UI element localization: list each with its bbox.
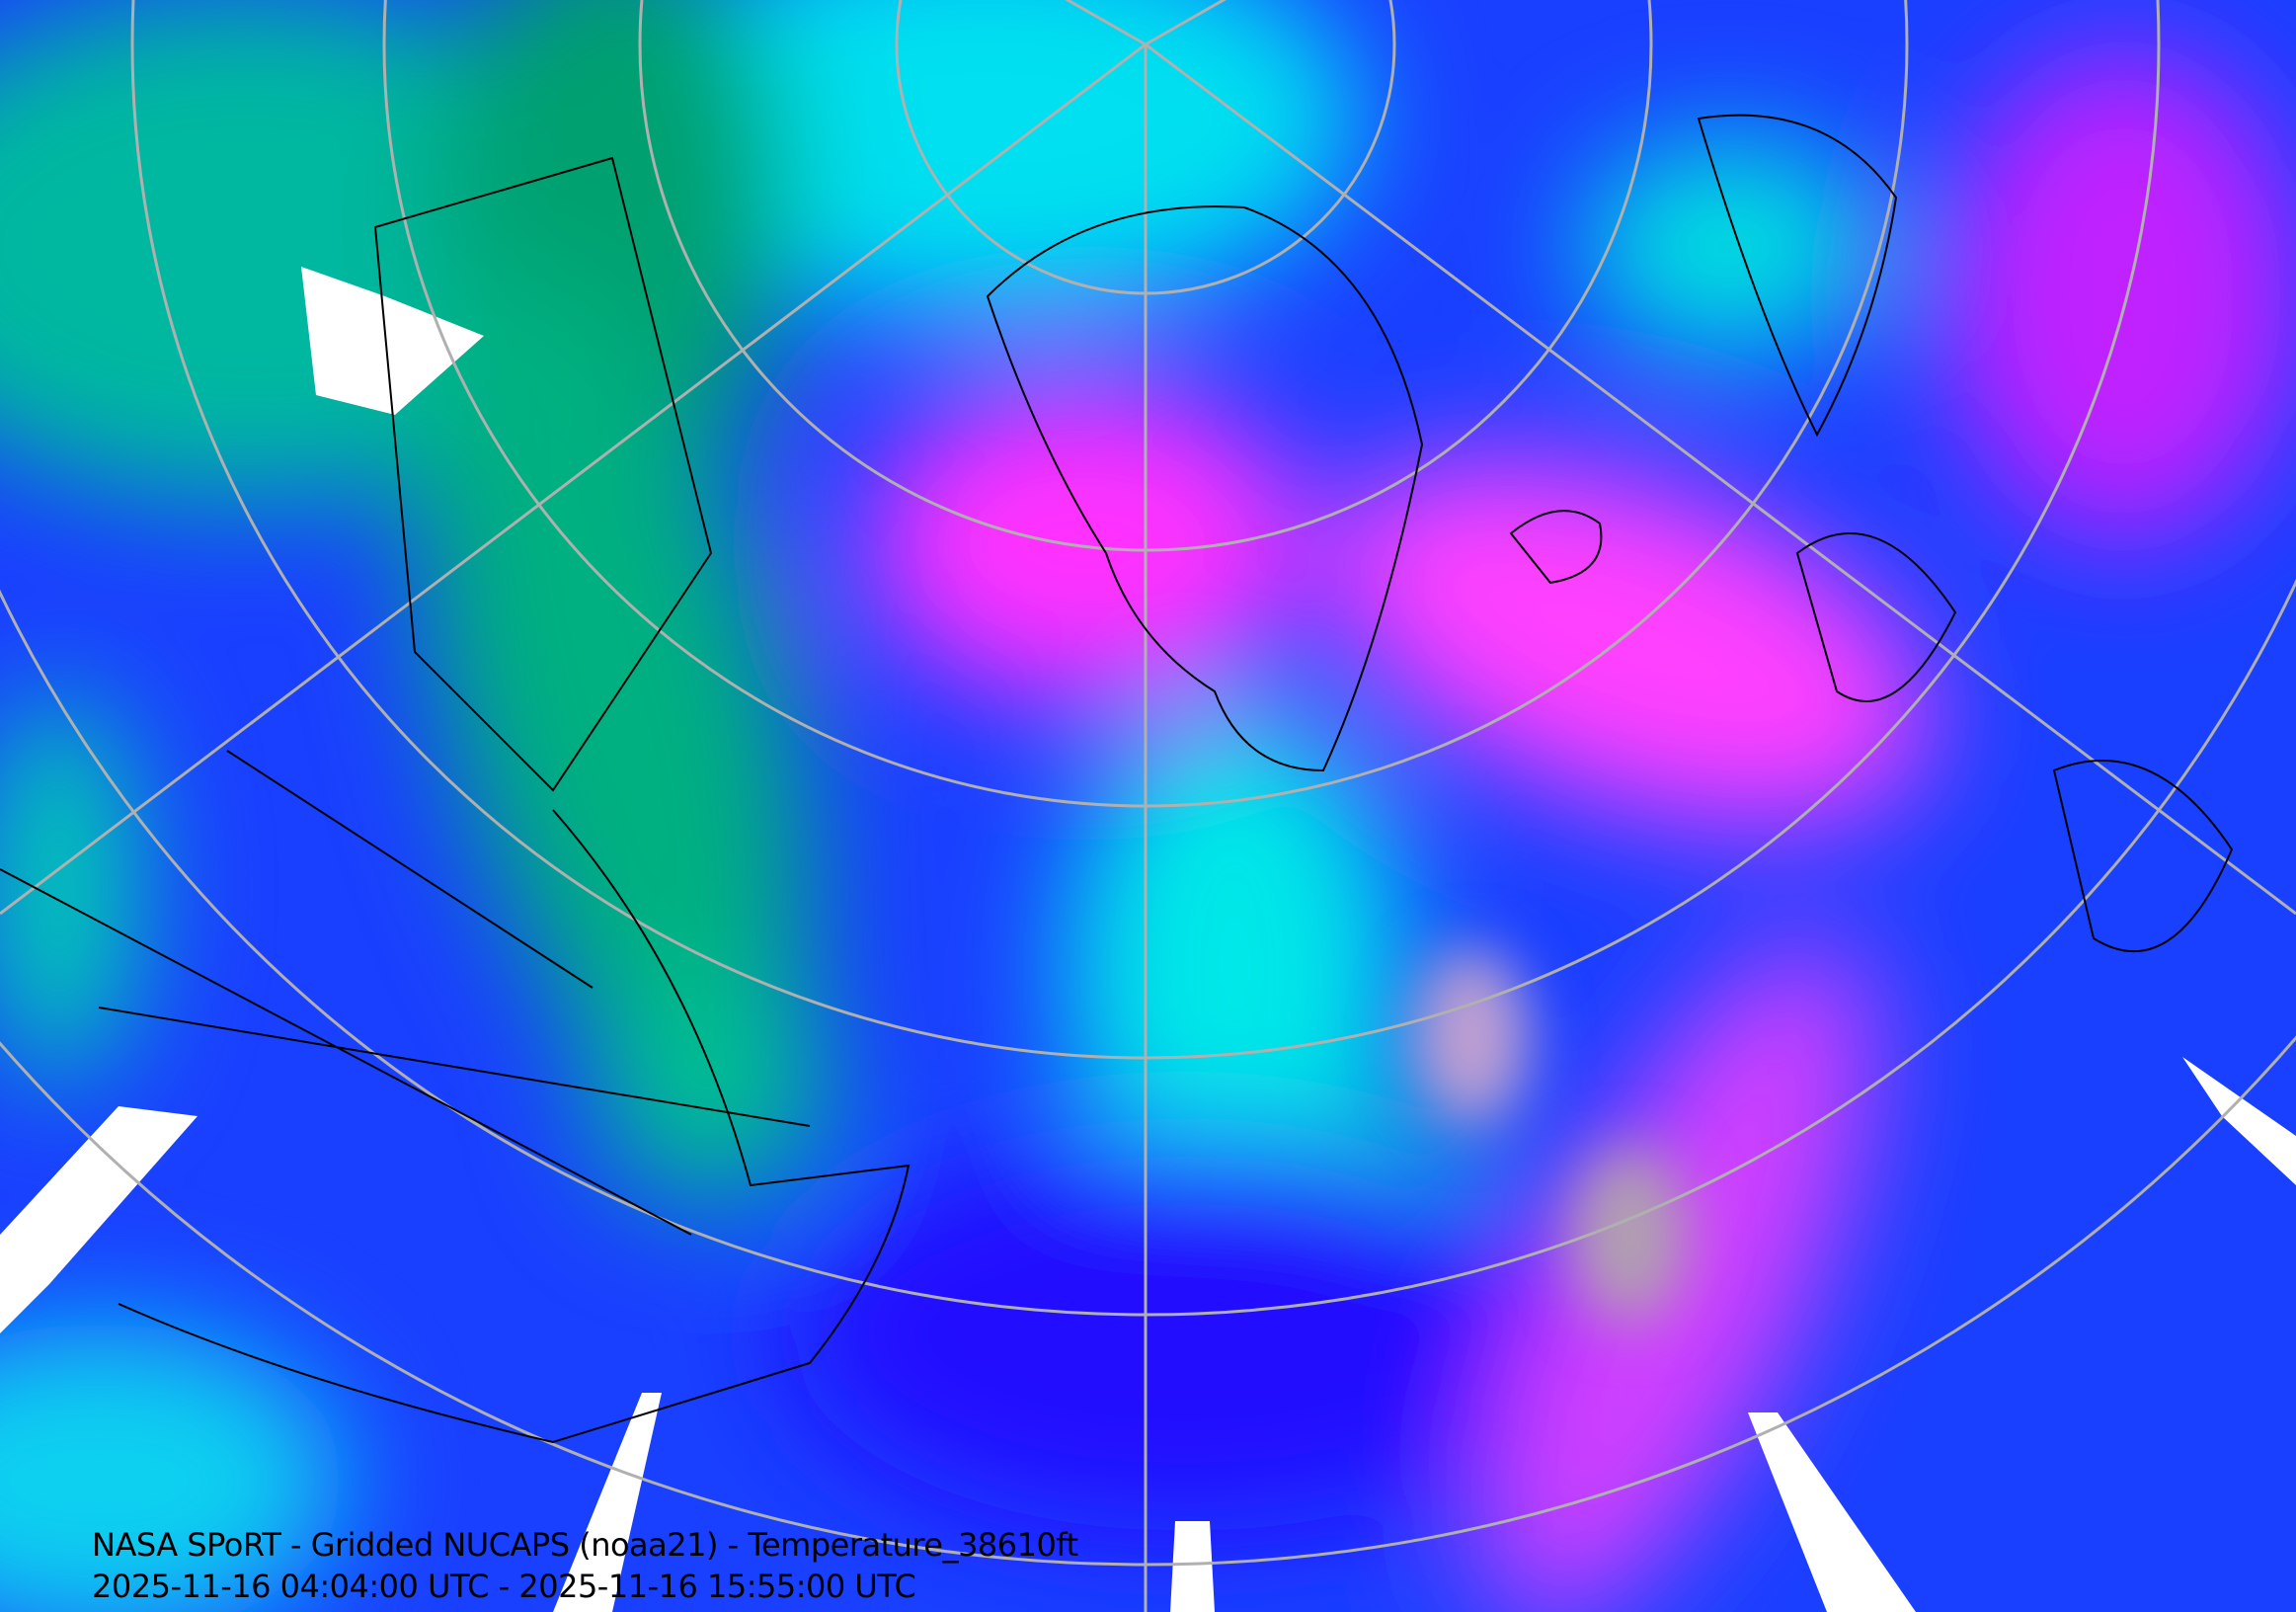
map-time-range: 2025-11-16 04:04:00 UTC - 2025-11-16 15:…: [92, 1568, 916, 1605]
coastlines-and-borders: [0, 114, 2234, 1444]
map-title: NASA SPoRT - Gridded NUCAPS (noaa21) - T…: [92, 1526, 1078, 1564]
missing-data-gaps: [0, 267, 2296, 1612]
